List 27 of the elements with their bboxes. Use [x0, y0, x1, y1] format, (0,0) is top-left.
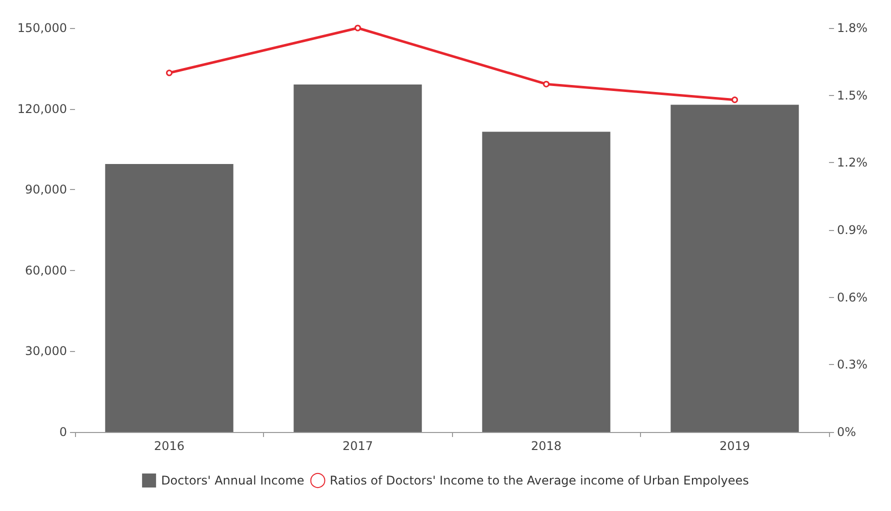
y2-tick-label: 0.6% — [837, 290, 868, 304]
y2-tick-label: 0% — [837, 425, 856, 439]
x-tick-label: 2017 — [342, 439, 374, 453]
point — [354, 24, 361, 32]
bar — [482, 132, 610, 432]
y-tick-label: 0 — [59, 425, 67, 439]
y2-tick-label: 0.9% — [837, 223, 868, 237]
x-tick-label: 2016 — [154, 439, 185, 453]
y2-tick-label: 1.2% — [837, 156, 868, 170]
x-tick-label: 2018 — [530, 439, 562, 453]
point — [166, 70, 172, 76]
y2-tick-label: 1.5% — [837, 88, 868, 102]
y-tick-label: 30,000 — [25, 344, 67, 358]
point — [543, 80, 550, 88]
y-tick-label: 150,000 — [17, 21, 67, 35]
bar — [105, 164, 234, 432]
y-tick-label: 60,000 — [25, 263, 67, 278]
bar — [294, 84, 422, 432]
legend-label: Ratios of Doctors' Income to the Average income of Urban Empolyees — [330, 474, 749, 488]
legend-label: Doctors' Annual Income — [161, 474, 304, 488]
x-tick-label: 2019 — [719, 439, 750, 453]
y2-tick-label: 0.3% — [837, 358, 868, 372]
y-tick-label: 120,000 — [17, 102, 67, 116]
point — [732, 96, 738, 104]
bar — [670, 104, 799, 432]
y2-tick-label: 1.8% — [837, 21, 868, 35]
y-tick-label: 90,000 — [25, 182, 67, 197]
